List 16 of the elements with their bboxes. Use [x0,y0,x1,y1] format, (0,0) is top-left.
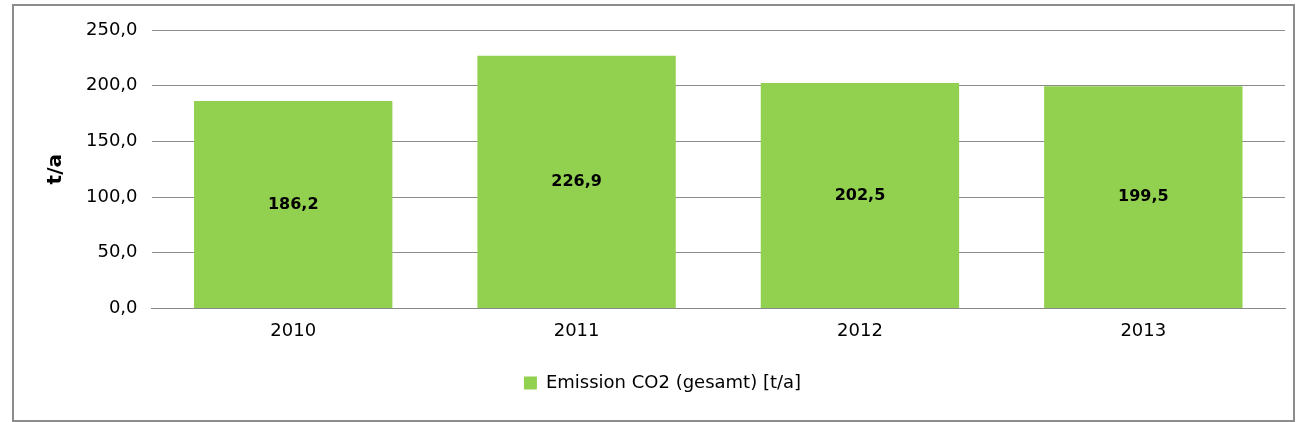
y-axis-title: t/a [42,154,67,185]
y-tick-label: 200,0 [86,73,138,95]
y-tick-label: 0,0 [108,296,138,318]
data-label: 186,2 [267,193,319,213]
legend-label: Emission CO2 (gesamt) [t/a] [545,370,802,392]
data-label: 226,9 [551,170,602,190]
x-tick-label: 2013 [1120,318,1167,340]
y-tick-label: 250,0 [86,17,138,39]
data-label: 199,5 [1118,186,1169,206]
x-tick-label: 2010 [270,318,317,340]
y-tick-label: 150,0 [86,129,138,151]
data-label: 202,5 [834,184,886,204]
x-tick-label: 2012 [837,318,883,340]
x-tick-label: 2011 [553,318,600,340]
y-tick-label: 100,0 [86,184,138,206]
y-tick-label: 50,0 [97,240,138,262]
